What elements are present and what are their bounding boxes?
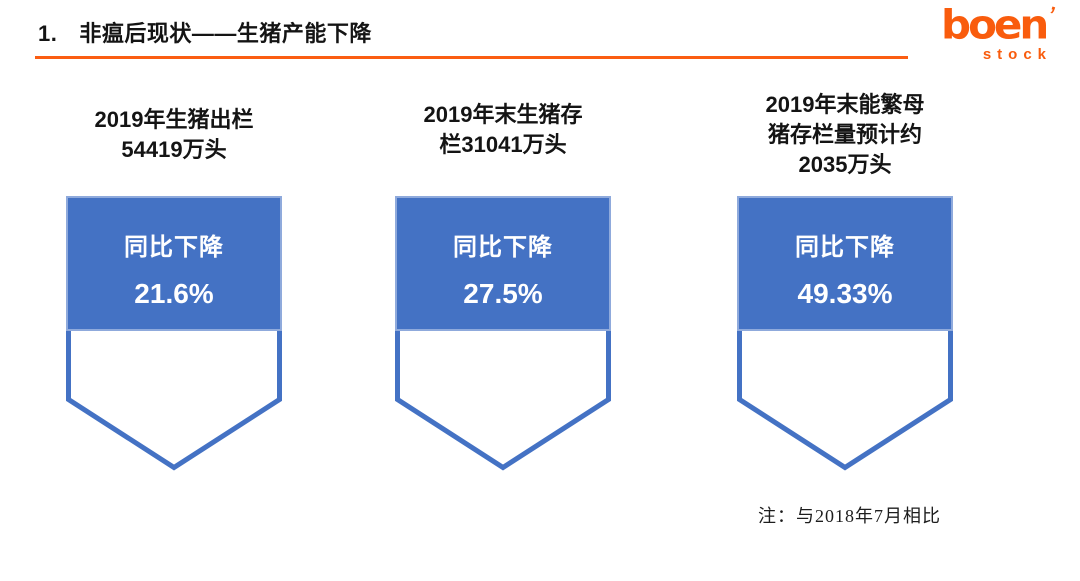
column-heading-2: 2019年末生猪存 栏31041万头 — [373, 100, 633, 160]
pennant-shape — [66, 196, 282, 471]
heading-line: 2019年末生猪存 — [423, 102, 583, 127]
logo-wordmark: boen’ — [924, 1, 1059, 48]
pennant-shape — [395, 196, 611, 471]
page-title: 1. 非瘟后现状——生猪产能下降 — [38, 16, 372, 48]
heading-line: 栏31041万头 — [439, 132, 567, 157]
footnote: 注：与2018年7月相比 — [758, 506, 941, 526]
pennant-banner-1: 同比下降 21.6% — [66, 196, 282, 474]
heading-line: 2019年末能繁母 — [765, 92, 925, 117]
heading-line: 2035万头 — [798, 152, 892, 177]
banner-label: 同比下降 — [795, 234, 895, 261]
title-number: 1. — [38, 21, 58, 46]
banner-value: 27.5% — [463, 278, 543, 309]
banner-value: 21.6% — [134, 278, 214, 309]
pennant-banner-2: 同比下降 27.5% — [395, 196, 611, 474]
title-underline — [35, 56, 908, 59]
pennant-banner-3: 同比下降 49.33% — [737, 196, 953, 474]
brand-logo: boen’ stock — [924, 1, 1059, 63]
title-text: 非瘟后现状——生猪产能下降 — [79, 21, 372, 46]
column-heading-1: 2019年生猪出栏 54419万头 — [44, 105, 304, 165]
banner-label: 同比下降 — [453, 234, 553, 261]
logo-subtext: stock — [982, 46, 1052, 63]
banner-value: 49.33% — [797, 278, 893, 309]
pennant-shape — [737, 196, 953, 471]
column-heading-3: 2019年末能繁母 猪存栏量预计约 2035万头 — [715, 90, 975, 180]
logo-brand-text: boen — [941, 1, 1049, 48]
heading-line: 猪存栏量预计约 — [767, 122, 922, 147]
heading-line: 2019年生猪出栏 — [94, 107, 254, 132]
banner-label: 同比下降 — [124, 234, 224, 261]
heading-line: 54419万头 — [121, 137, 227, 162]
